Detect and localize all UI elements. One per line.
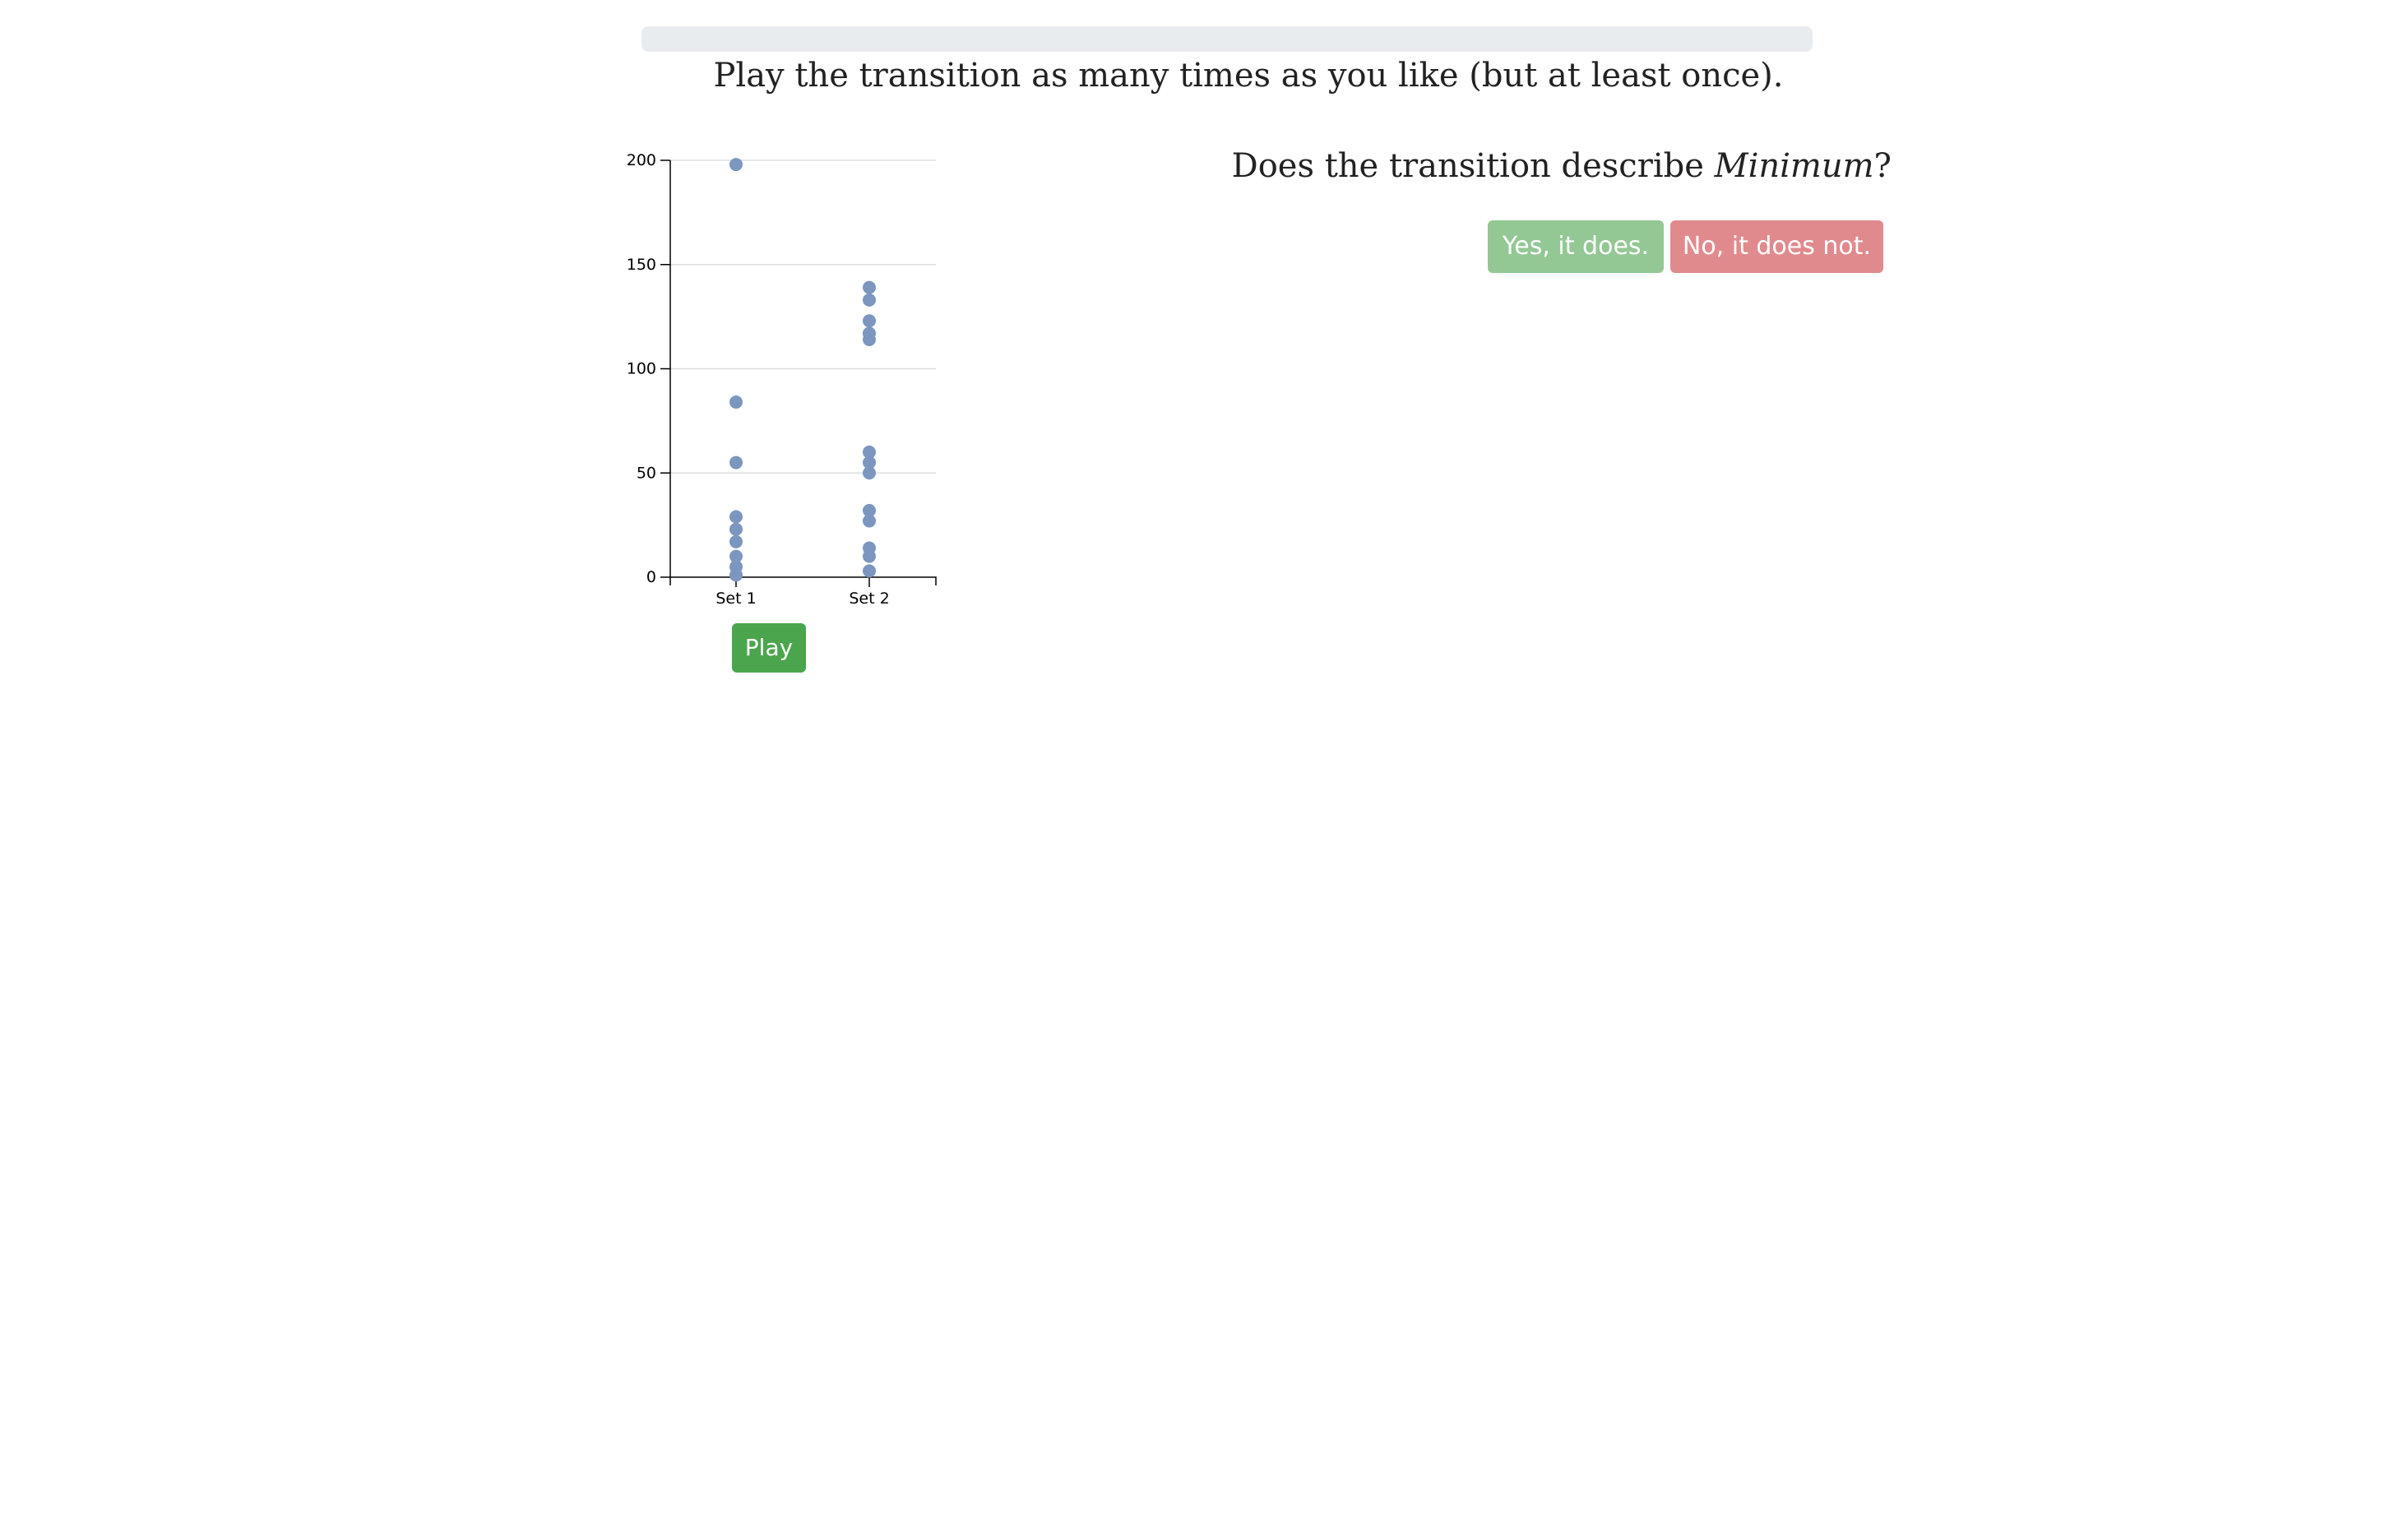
- question-term: Minimum: [1714, 147, 1874, 185]
- question-prefix: Does the transition describe: [1231, 147, 1715, 185]
- x-tick-label: Set 2: [849, 590, 889, 608]
- data-point: [863, 333, 876, 347]
- x-axis-line: [669, 576, 937, 585]
- instructions-text: Play the transition as many times as you…: [713, 57, 1784, 95]
- question-text: Does the transition describe Minimum?: [1201, 141, 1892, 191]
- y-tick-label: 0: [646, 568, 656, 586]
- y-tick-label: 100: [627, 360, 656, 378]
- data-point: [863, 549, 876, 563]
- data-point: [729, 534, 743, 548]
- data-point: [729, 510, 743, 524]
- x-tick-label: Set 1: [715, 590, 756, 608]
- data-point: [729, 522, 743, 536]
- data-point: [863, 503, 876, 517]
- data-point: [863, 455, 876, 469]
- data-point: [729, 395, 743, 409]
- data-point: [863, 280, 876, 294]
- data-point: [729, 158, 743, 172]
- strip-plot: 0 50 100 150 200 Set 1 Set 2: [627, 151, 937, 608]
- data-point: [863, 514, 876, 528]
- data-point: [863, 445, 876, 459]
- y-tick-label: 50: [637, 464, 656, 482]
- data-point: [729, 455, 743, 469]
- data-point: [729, 549, 743, 563]
- y-tick-label: 200: [627, 151, 656, 169]
- play-button[interactable]: Play: [732, 623, 806, 673]
- yes-button[interactable]: Yes, it does.: [1488, 220, 1664, 273]
- progress-bar: [641, 26, 1813, 52]
- question-suffix: ?: [1873, 147, 1892, 185]
- data-point: [863, 564, 876, 578]
- y-tick-label: 150: [627, 256, 656, 274]
- no-button[interactable]: No, it does not.: [1670, 220, 1883, 273]
- data-point: [863, 314, 876, 328]
- data-point: [863, 293, 876, 307]
- chart-container: 0 50 100 150 200 Set 1 Set 2: [600, 140, 946, 617]
- data-point: [729, 568, 743, 582]
- data-point: [863, 466, 876, 480]
